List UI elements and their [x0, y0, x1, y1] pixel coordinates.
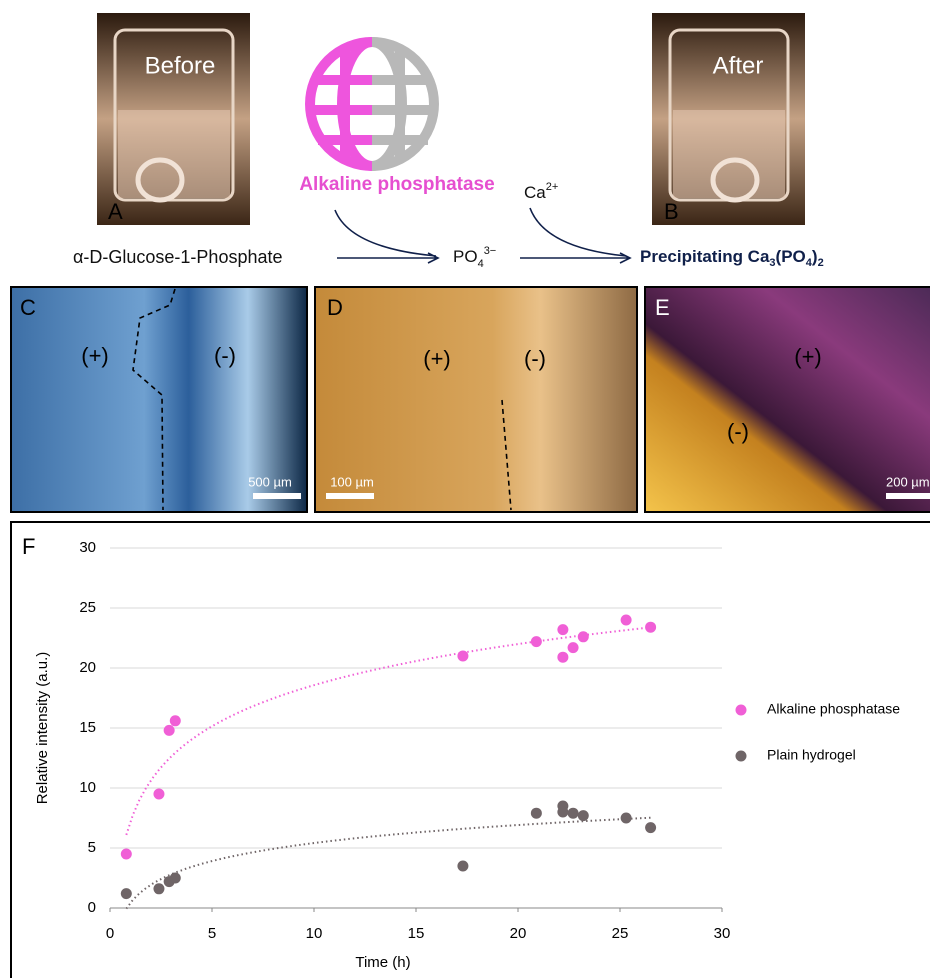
- panel-label: D: [327, 295, 343, 320]
- hydrogel-sphere: [310, 42, 434, 166]
- enzyme-label: Alkaline phosphatase: [299, 174, 494, 195]
- x-tick-label: 30: [714, 925, 731, 942]
- scale-bar-label: 200 µm: [886, 474, 930, 489]
- legend-label: Alkaline phosphatase: [767, 701, 900, 717]
- y-tick-label: 25: [79, 599, 96, 616]
- superscript: 3−: [484, 245, 497, 257]
- caption-after: After: [713, 52, 764, 79]
- point: [153, 789, 164, 800]
- point: [457, 861, 468, 872]
- calcium-label: Ca2+: [524, 181, 558, 203]
- text: Precipitating Ca: [640, 247, 770, 266]
- point: [121, 888, 132, 899]
- x-tick-label: 0: [106, 925, 114, 942]
- x-tick-label: 25: [612, 925, 629, 942]
- arrows: [335, 208, 630, 263]
- point: [153, 883, 164, 894]
- point: [531, 808, 542, 819]
- y-tick-label: 15: [79, 719, 96, 736]
- x-axis-title: Time (h): [355, 954, 410, 971]
- panel-label: B: [664, 199, 679, 224]
- point: [578, 631, 589, 642]
- x-tick-label: 10: [306, 925, 323, 942]
- product-label: Precipitating Ca3(PO4)2: [640, 247, 824, 268]
- region-label: (+): [794, 344, 822, 369]
- phosphate-label: PO43−: [453, 245, 496, 270]
- point: [457, 651, 468, 662]
- point: [621, 813, 632, 824]
- y-tick-label: 5: [88, 839, 96, 856]
- x-tick-label: 20: [510, 925, 527, 942]
- point: [557, 807, 568, 818]
- point: [557, 624, 568, 635]
- panel-label: C: [20, 295, 36, 320]
- photo-after: [652, 13, 805, 225]
- caption-before: Before: [145, 52, 216, 79]
- y-tick-label: 0: [88, 899, 96, 916]
- x-tick-label: 15: [408, 925, 425, 942]
- substrate-label: α-D-Glucose-1-Phosphate: [73, 247, 283, 267]
- y-tick-label: 20: [79, 659, 96, 676]
- photo-before: [97, 13, 250, 225]
- text: (PO: [776, 247, 806, 266]
- legend-marker: [736, 705, 747, 716]
- text: PO: [453, 247, 478, 266]
- point: [568, 642, 579, 653]
- figure: Before After A B Alkaline phosphatase Ca…: [0, 0, 930, 978]
- panel-label: F: [22, 534, 35, 559]
- point: [557, 652, 568, 663]
- subscript: 4: [478, 258, 484, 270]
- legend-marker: [736, 751, 747, 762]
- point: [578, 810, 589, 821]
- subscript: 2: [818, 257, 824, 269]
- point: [170, 715, 181, 726]
- region-label: (-): [524, 346, 546, 371]
- point: [164, 725, 175, 736]
- point: [621, 615, 632, 626]
- text: Ca: [524, 183, 546, 202]
- region-label: (-): [214, 343, 236, 368]
- scale-bar-label: 500 µm: [248, 474, 292, 489]
- point: [568, 808, 579, 819]
- y-axis-title: Relative intensity (a.u.): [34, 652, 51, 805]
- point: [170, 873, 181, 884]
- panel-label: A: [108, 199, 123, 224]
- region-label: (+): [423, 346, 451, 371]
- point: [531, 636, 542, 647]
- region-label: (-): [727, 419, 749, 444]
- y-tick-label: 30: [79, 539, 96, 556]
- y-tick-label: 10: [79, 779, 96, 796]
- point: [645, 622, 656, 633]
- region-label: (+): [81, 343, 109, 368]
- point: [121, 849, 132, 860]
- scale-bar-label: 100 µm: [330, 474, 374, 489]
- point: [645, 822, 656, 833]
- legend-label: Plain hydrogel: [767, 747, 856, 763]
- panel-label: E: [655, 295, 670, 320]
- superscript: 2+: [546, 181, 559, 193]
- x-tick-label: 5: [208, 925, 216, 942]
